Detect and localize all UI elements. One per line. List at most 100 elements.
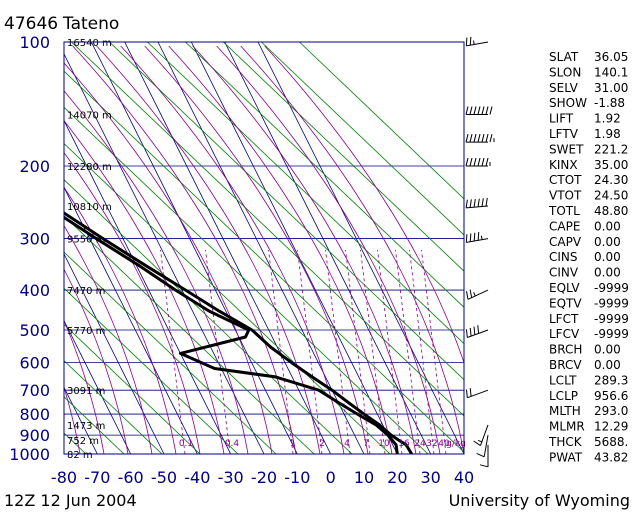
index-value: -9999	[594, 312, 629, 326]
dewpoint-trace	[64, 215, 399, 454]
pressure-tick-label: 1000	[9, 445, 50, 464]
isotherm-line	[124, 42, 332, 454]
mixing-ratio-line	[421, 249, 447, 454]
mixing-ratio-label: g/kg	[446, 439, 466, 449]
dry-adiabat-line	[223, 42, 464, 272]
wind-barb-feather	[473, 440, 481, 447]
height-label: 1473 m	[67, 421, 105, 432]
pressure-tick-label: 100	[19, 33, 50, 52]
moist-adiabat-line	[120, 45, 345, 454]
dry-adiabat-line	[64, 251, 277, 454]
index-key: CAPV	[549, 235, 582, 249]
index-value: 31.00	[594, 81, 628, 95]
wind-barb-staff	[466, 238, 489, 243]
index-value: -9999	[594, 327, 629, 341]
pressure-tick-label: 200	[19, 157, 50, 176]
index-value: 35.00	[594, 158, 628, 172]
index-value: 1.92	[594, 112, 621, 126]
dry-adiabat-line	[261, 42, 464, 236]
isotherm-line	[257, 42, 464, 454]
wind-barb-feather	[477, 106, 481, 115]
height-label: 3091 m	[67, 386, 105, 397]
wind-barb-staff	[466, 205, 489, 209]
height-label: 7470 m	[67, 286, 105, 297]
index-key: TOTL	[548, 204, 580, 218]
index-key: LFCV	[549, 327, 580, 341]
wind-barb-feather	[473, 134, 477, 143]
height-label: 752 m	[67, 436, 99, 447]
mixing-ratio-lines	[160, 249, 447, 454]
wind-barb-feather	[481, 198, 484, 207]
wind-barb-feather	[481, 157, 485, 167]
dry-adiabat-line	[64, 179, 353, 454]
index-value: 48.80	[594, 204, 628, 218]
wind-barb-feather	[466, 291, 469, 300]
pressure-tick-label: 400	[19, 281, 50, 300]
wind-barb-feather	[479, 464, 489, 468]
mixing-ratio-line	[360, 249, 386, 454]
index-key: CINS	[549, 250, 578, 264]
moist-adiabat-line	[192, 45, 417, 454]
wind-barb-feather	[473, 106, 477, 115]
isotherm-line	[64, 53, 265, 454]
dry-adiabat-line	[147, 42, 464, 345]
mixing-ratio-label: 7	[363, 439, 369, 449]
wind-barb-feather	[469, 327, 472, 337]
dry-adiabat-line	[64, 70, 464, 453]
pressure-tick-label: 600	[19, 354, 50, 373]
moist-adiabat-line	[264, 45, 464, 364]
moist-adiabat-line	[96, 45, 321, 454]
dry-adiabat-line	[64, 106, 429, 454]
isotherm-line	[64, 319, 132, 454]
index-value: 221.2	[594, 142, 628, 156]
moist-adiabat-line	[64, 268, 129, 454]
index-key: LIFT	[549, 112, 574, 126]
data-source: University of Wyoming	[449, 491, 630, 510]
index-key: VTOT	[549, 189, 582, 203]
index-key: KINX	[549, 158, 578, 172]
wind-barb-feather	[469, 289, 473, 298]
index-key: SWET	[549, 142, 584, 156]
wind-barb-staff	[467, 289, 489, 300]
wind-barb-staff	[466, 41, 489, 47]
wind-barb-feather	[476, 452, 485, 458]
moist-adiabat-line	[168, 45, 393, 454]
wind-barb-feather	[477, 325, 480, 334]
dry-adiabat-line	[64, 323, 201, 454]
wind-barb-staff	[467, 329, 489, 338]
station-name: Tateno	[62, 14, 119, 34]
moist-adiabat-line	[64, 151, 201, 454]
isotherm-lines	[64, 42, 464, 454]
index-key: EQLV	[549, 281, 580, 295]
temperature-tick-label: 40	[454, 468, 474, 487]
wind-barb-feather	[465, 234, 468, 243]
index-key: PWAT	[549, 450, 583, 464]
index-value: 1.98	[594, 127, 621, 141]
index-value: 0.00	[594, 235, 621, 249]
mixing-ratio-label: 10	[378, 439, 390, 449]
pressure-tick-label: 800	[19, 405, 50, 424]
index-key: THCK	[548, 435, 583, 449]
moist-adiabat-line	[72, 45, 297, 454]
wind-barb-feather	[477, 157, 481, 167]
wind-barb-half-feather	[477, 439, 483, 443]
wind-barb	[479, 444, 489, 468]
isotherm-line	[190, 42, 398, 454]
index-key: BRCV	[549, 358, 582, 372]
observation-time: 12Z 12 Jun 2004	[4, 491, 137, 510]
index-key: CAPE	[549, 219, 580, 233]
moist-adiabat-line	[64, 186, 177, 454]
temperature-tick-label: -30	[218, 468, 244, 487]
wind-barb-feather	[469, 106, 473, 115]
wind-barb-feather	[481, 134, 485, 143]
index-key: LFTV	[549, 127, 579, 141]
wind-barb	[465, 325, 489, 338]
height-labels: 16540 m 14070 m 12280 m 10810 m 9550 m 7470 m…	[67, 38, 112, 461]
wind-barb-feather	[489, 134, 493, 143]
dry-adiabat-line	[0, 42, 10, 454]
index-key: LCLP	[549, 389, 578, 403]
wind-barb-feather	[485, 197, 488, 207]
mixing-ratio-line	[160, 249, 186, 454]
isotherm-line	[90, 42, 298, 454]
